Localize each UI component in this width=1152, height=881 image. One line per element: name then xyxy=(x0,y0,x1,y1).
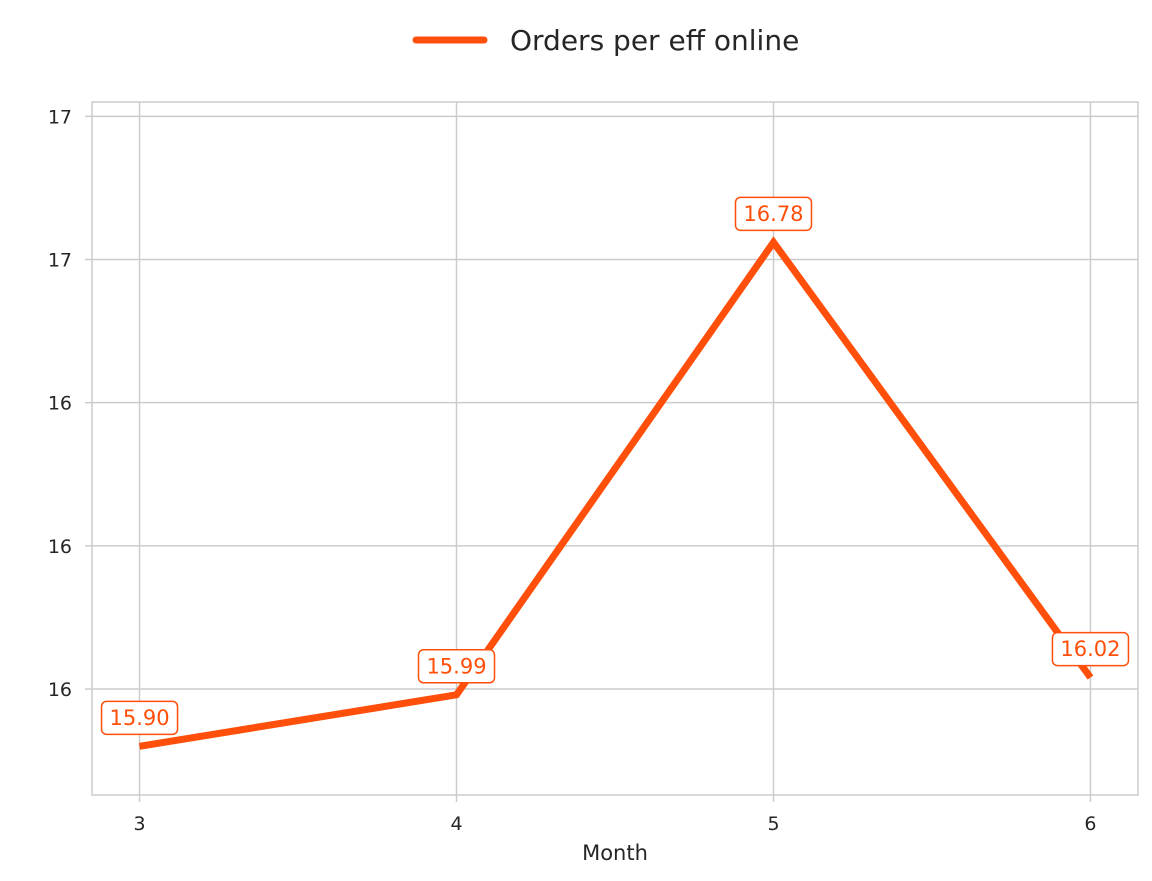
series-line xyxy=(138,236,1094,750)
y-tick-label: 16 xyxy=(48,393,72,415)
data-label-box xyxy=(1051,631,1130,667)
data-labels-layer: 15.90 15.99 16.78 16.02 xyxy=(100,196,1130,736)
data-label: 16.02 xyxy=(1051,631,1130,667)
data-label-text: 15.99 xyxy=(426,654,486,678)
data-label-text: 16.78 xyxy=(743,202,803,226)
grid-lines xyxy=(92,102,1138,795)
y-tick-label: 17 xyxy=(48,250,72,272)
plot-area-frame xyxy=(91,101,1139,796)
legend-label: Orders per eff online xyxy=(510,24,799,57)
y-tick-label: 16 xyxy=(48,536,72,558)
data-label-box xyxy=(100,700,179,736)
legend: Orders per eff online xyxy=(412,24,799,57)
data-label-box xyxy=(417,649,496,684)
data-label-box xyxy=(734,196,813,232)
y-axis-ticks: 16 16 16 17 17 xyxy=(48,106,92,701)
data-label: 15.90 xyxy=(100,700,179,736)
x-axis-label: Month xyxy=(582,841,648,865)
x-tick-label: 4 xyxy=(450,813,462,835)
data-label: 16.78 xyxy=(734,196,813,232)
x-tick-label: 3 xyxy=(133,813,145,835)
y-tick-label: 16 xyxy=(48,679,72,701)
series-layer xyxy=(138,236,1094,750)
data-label: 15.99 xyxy=(417,649,496,684)
x-tick-label: 6 xyxy=(1084,813,1096,835)
x-tick-label: 5 xyxy=(767,813,779,835)
x-axis-ticks: 3 4 5 6 xyxy=(133,795,1097,835)
data-label-text: 16.02 xyxy=(1060,637,1120,661)
y-tick-label: 17 xyxy=(48,106,72,128)
data-label-text: 15.90 xyxy=(109,706,169,730)
